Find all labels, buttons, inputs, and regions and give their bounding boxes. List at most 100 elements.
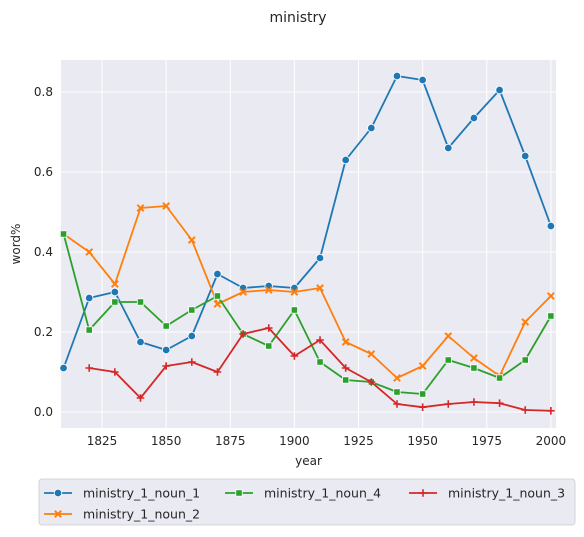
data-point [521, 406, 530, 414]
legend-label: ministry_1_noun_3 [448, 486, 565, 501]
legend-label: ministry_1_noun_4 [264, 486, 381, 501]
data-point [341, 155, 350, 165]
data-point [444, 143, 453, 153]
series-line [62, 75, 552, 369]
series-ministry_1_noun_1 [59, 71, 556, 373]
legend-marker [235, 489, 243, 497]
data-point [470, 354, 478, 362]
data-point [316, 284, 324, 292]
legend: ministry_1_noun_1 ministry_1_noun_4 minist… [38, 478, 576, 526]
data-point [367, 378, 376, 386]
data-point [521, 356, 529, 364]
series-line [62, 233, 552, 395]
data-point [85, 248, 94, 256]
data-point [213, 300, 222, 308]
y-tick-label: 0.0 [34, 405, 53, 419]
data-point [264, 324, 273, 332]
x-tick-label: 1825 [87, 434, 118, 448]
data-point [213, 292, 222, 300]
data-point [136, 394, 145, 402]
data-point [136, 337, 145, 347]
data-point [495, 374, 504, 382]
data-point [188, 306, 196, 314]
data-point [290, 306, 298, 314]
data-point [85, 364, 94, 372]
y-axis-ticks: 0.0 0.2 0.4 0.6 0.8 [34, 85, 53, 419]
series-line [63, 205, 552, 379]
data-point [521, 318, 530, 326]
data-point [546, 221, 556, 231]
data-point [188, 358, 196, 366]
data-point [110, 280, 119, 288]
series-layer [59, 71, 556, 415]
data-point [162, 362, 170, 370]
data-point [290, 288, 299, 296]
data-point [393, 374, 401, 382]
data-point [418, 75, 427, 85]
data-point [521, 151, 530, 161]
data-point [470, 398, 478, 406]
data-point [546, 292, 555, 300]
data-point [316, 358, 324, 366]
x-tick-label: 1900 [279, 434, 310, 448]
legend-label: ministry_1_noun_1 [83, 486, 200, 501]
data-point [342, 376, 350, 384]
data-point [213, 269, 222, 279]
x-axis-ticks: 1825 1850 1875 1900 1925 1950 1975 2000 [87, 434, 566, 448]
data-point [111, 298, 119, 306]
series-ministry_1_noun_4 [59, 230, 555, 398]
data-point [495, 85, 504, 95]
data-point [419, 390, 427, 398]
data-point [418, 362, 427, 370]
data-point [316, 336, 324, 344]
x-axis-title: year [295, 454, 322, 468]
data-point [162, 202, 171, 210]
x-tick-label: 1850 [151, 434, 182, 448]
data-point [341, 338, 350, 346]
data-point [392, 71, 402, 81]
data-point [341, 364, 350, 372]
gridlines [61, 60, 556, 428]
x-tick-label: 1875 [215, 434, 246, 448]
x-tick-label: 1975 [471, 434, 502, 448]
legend-item: ministry_1_noun_3 [409, 486, 565, 501]
y-tick-label: 0.2 [34, 325, 53, 339]
data-point [444, 400, 453, 408]
data-point [469, 113, 479, 123]
data-point [444, 332, 453, 340]
data-point [495, 399, 504, 407]
legend-label: ministry_1_noun_2 [83, 507, 200, 522]
legend-box [38, 478, 576, 526]
data-point [111, 368, 119, 376]
data-point [161, 345, 171, 355]
data-point [239, 288, 248, 296]
data-point [315, 253, 325, 263]
data-point [59, 363, 68, 373]
data-point [213, 368, 222, 376]
legend-marker [53, 488, 63, 498]
y-tick-label: 0.6 [34, 165, 53, 179]
data-point [367, 350, 376, 358]
y-axis-title: word% [9, 224, 23, 265]
x-tick-label: 2000 [536, 434, 567, 448]
data-point [470, 364, 478, 372]
x-tick-label: 1925 [343, 434, 374, 448]
data-point [547, 407, 555, 415]
data-point [444, 356, 452, 364]
legend-item: ministry_1_noun_2 [44, 507, 200, 522]
data-point [110, 287, 120, 297]
data-point [187, 236, 196, 244]
data-point [136, 204, 145, 212]
data-point [367, 123, 376, 133]
data-point [162, 322, 170, 330]
data-point [265, 342, 273, 350]
data-point [418, 403, 427, 411]
plot-area [61, 60, 556, 428]
data-point [59, 230, 68, 238]
legend-item: ministry_1_noun_1 [44, 486, 200, 501]
series-ministry_1_noun_3 [85, 324, 555, 415]
data-point [85, 293, 94, 303]
chart-title: ministry [269, 10, 326, 26]
data-point [85, 326, 93, 334]
